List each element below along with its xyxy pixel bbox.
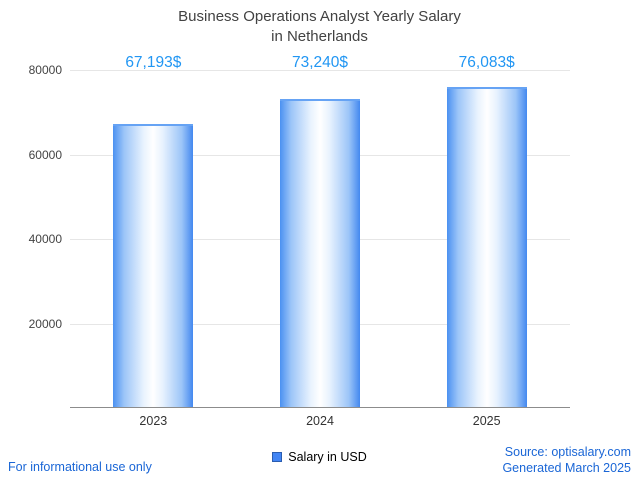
bar-slot bbox=[70, 70, 237, 408]
disclaimer-text: For informational use only bbox=[8, 460, 152, 474]
chart-title: Business Operations Analyst Yearly Salar… bbox=[0, 7, 639, 46]
source-link[interactable]: Source: optisalary.com bbox=[504, 445, 631, 459]
y-tick-label: 20000 bbox=[28, 316, 62, 331]
legend-swatch-icon bbox=[272, 452, 283, 462]
bar-2024[interactable] bbox=[280, 98, 360, 408]
bar-slot bbox=[237, 70, 404, 408]
bar-2023[interactable] bbox=[113, 124, 194, 408]
generated-date: Generated March 2025 bbox=[502, 460, 631, 475]
y-tick-label: 40000 bbox=[28, 232, 62, 246]
gridline bbox=[70, 70, 570, 71]
y-tick-label: 60000 bbox=[28, 147, 62, 162]
plot-area bbox=[70, 70, 570, 408]
y-axis: 20000 40000 60000 80000 bbox=[0, 63, 62, 408]
legend-label: Salary in USD bbox=[288, 450, 367, 464]
bars-container bbox=[70, 70, 570, 408]
x-tick-label: 2025 bbox=[472, 414, 501, 428]
x-axis-line bbox=[70, 407, 570, 408]
bar-value-label: 67,193$ bbox=[125, 54, 182, 71]
x-axis-labels-row: 2023 2024 2025 bbox=[70, 414, 570, 428]
chart-title-line2: in Netherlands bbox=[271, 27, 368, 45]
bar-slot bbox=[403, 70, 570, 408]
bar-2025[interactable] bbox=[446, 86, 527, 408]
source-block: Source: optisalary.com Generated March 2… bbox=[502, 445, 631, 476]
x-tick-label: 2024 bbox=[306, 414, 334, 428]
y-tick-label: 80000 bbox=[28, 63, 62, 77]
legend: Salary in USD bbox=[0, 450, 639, 464]
bar-value-label: 73,240$ bbox=[291, 54, 349, 71]
bar-value-labels-row: 67,193$ 73,240$ 76,083$ bbox=[70, 54, 570, 72]
bar-value-label: 76,083$ bbox=[458, 54, 515, 71]
x-tick-label: 2023 bbox=[139, 414, 168, 428]
chart-title-line1: Business Operations Analyst Yearly Salar… bbox=[178, 8, 461, 25]
